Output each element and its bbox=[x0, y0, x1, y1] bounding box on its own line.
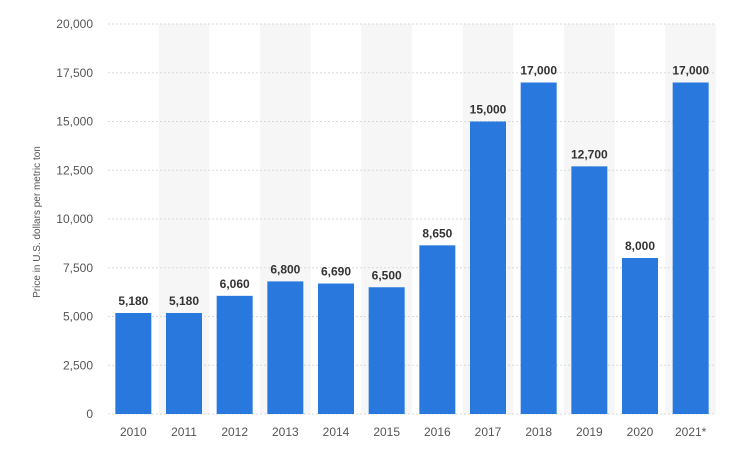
bar-2011[interactable] bbox=[166, 313, 202, 414]
x-tick-label-2013: 2013 bbox=[272, 425, 299, 439]
bar-2012[interactable] bbox=[217, 296, 253, 414]
y-tick-label: 10,000 bbox=[56, 212, 93, 226]
data-label-2013: 6,800 bbox=[270, 262, 300, 276]
y-tick-label: 5,000 bbox=[63, 310, 93, 324]
x-tick-label-2020: 2020 bbox=[627, 425, 654, 439]
bar-2015[interactable] bbox=[369, 287, 405, 414]
x-tick-label-2018: 2018 bbox=[525, 425, 552, 439]
x-tick-label-2014: 2014 bbox=[323, 425, 350, 439]
data-label-2019: 12,700 bbox=[571, 147, 608, 161]
data-label-2016: 8,650 bbox=[422, 226, 452, 240]
data-label-2015: 6,500 bbox=[372, 268, 402, 282]
y-tick-label: 17,500 bbox=[56, 66, 93, 80]
data-label-2014: 6,690 bbox=[321, 265, 351, 279]
bar-2017[interactable] bbox=[470, 122, 506, 415]
bar-2014[interactable] bbox=[318, 284, 354, 414]
x-tick-label-2019: 2019 bbox=[576, 425, 603, 439]
data-label-2018: 17,000 bbox=[520, 64, 557, 78]
x-axis-ticks: 2010 2011 2012 2013 2014 2015 2016 2017 2018 2019… bbox=[120, 425, 707, 439]
x-tick-label-2011: 2011 bbox=[171, 425, 197, 439]
x-tick-label-2016: 2016 bbox=[424, 425, 451, 439]
bar-2020[interactable] bbox=[622, 258, 658, 414]
y-axis-title: Price in U.S. dollars per metric ton bbox=[32, 146, 43, 298]
y-axis-ticks: 0 2,500 5,000 7,500 10,000 12,500 15,000 17,500… bbox=[56, 17, 93, 421]
y-tick-label: 15,000 bbox=[56, 115, 93, 129]
chart-container: 0 2,500 5,000 7,500 10,000 12,500 15,000 17,500… bbox=[0, 0, 732, 450]
bar-2021*[interactable] bbox=[673, 83, 709, 415]
data-label-2010: 5,180 bbox=[118, 294, 148, 308]
y-tick-label: 7,500 bbox=[63, 261, 93, 275]
x-tick-label-2010: 2010 bbox=[120, 425, 147, 439]
x-tick-label-2021*: 2021* bbox=[675, 425, 707, 439]
y-tick-label: 2,500 bbox=[63, 358, 93, 372]
data-label-2021*: 17,000 bbox=[672, 64, 709, 78]
x-tick-label-2012: 2012 bbox=[221, 425, 248, 439]
y-tick-label: 12,500 bbox=[56, 163, 93, 177]
bar-2019[interactable] bbox=[571, 166, 607, 414]
data-label-2012: 6,060 bbox=[220, 277, 250, 291]
x-tick-label-2017: 2017 bbox=[475, 425, 502, 439]
data-label-2011: 5,180 bbox=[169, 294, 199, 308]
y-tick-label: 20,000 bbox=[56, 17, 93, 31]
y-tick-label: 0 bbox=[86, 407, 93, 421]
x-tick-label-2015: 2015 bbox=[373, 425, 400, 439]
bar-2016[interactable] bbox=[419, 245, 455, 414]
data-label-2020: 8,000 bbox=[625, 239, 655, 253]
bar-2010[interactable] bbox=[115, 313, 151, 414]
bar-2013[interactable] bbox=[267, 281, 303, 414]
bar-chart: 0 2,500 5,000 7,500 10,000 12,500 15,000 17,500… bbox=[0, 0, 732, 450]
data-label-2017: 15,000 bbox=[470, 103, 507, 117]
bar-2018[interactable] bbox=[521, 83, 557, 415]
